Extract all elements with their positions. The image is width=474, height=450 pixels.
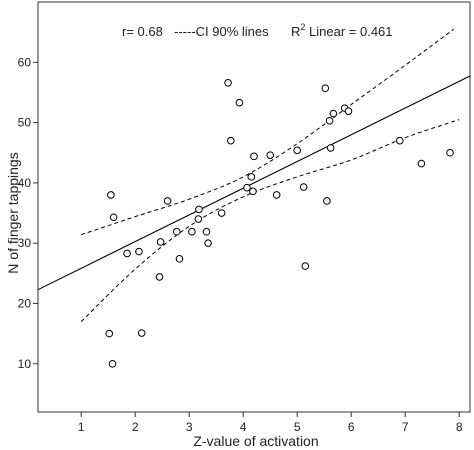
data-point	[326, 144, 335, 152]
data-point	[226, 136, 235, 145]
data-point	[344, 107, 353, 115]
data-point	[123, 249, 131, 258]
data-point	[247, 173, 256, 181]
data-point	[217, 209, 226, 217]
y-tick-label: 50	[18, 116, 32, 130]
data-point	[163, 197, 172, 205]
data-point	[107, 191, 115, 199]
r-annotation: r= 0.68	[122, 24, 163, 39]
data-point	[301, 262, 310, 270]
data-point	[329, 109, 338, 118]
r2-superscript: 2	[300, 22, 305, 32]
data-point	[293, 146, 302, 155]
data-point	[396, 136, 404, 145]
data-point	[243, 183, 251, 192]
data-point	[109, 213, 118, 222]
data-point	[135, 247, 143, 256]
x-tick-label: 1	[78, 420, 85, 434]
data-point	[323, 197, 331, 205]
data-point	[175, 255, 184, 263]
data-point	[224, 78, 232, 87]
data-point	[325, 116, 334, 125]
data-point	[155, 273, 164, 281]
data-point	[137, 329, 146, 337]
y-tick-label: 20	[18, 296, 32, 310]
data-point	[105, 329, 114, 338]
r2-suffix: Linear = 0.461	[305, 24, 392, 39]
data-point	[250, 152, 258, 161]
data-point	[202, 227, 211, 236]
r2-annotation: R2 Linear = 0.461	[291, 22, 393, 39]
x-tick-label: 5	[294, 420, 301, 434]
plot-frame-layer	[37, 1, 471, 413]
y-tick-label: 60	[18, 55, 32, 69]
point-layer	[105, 78, 454, 368]
plot-area	[37, 1, 471, 413]
data-point	[249, 187, 257, 196]
data-point	[188, 227, 196, 236]
x-axis-label: Z-value of activation	[193, 433, 318, 449]
tick-layer: 1 2 3 4 5 6 7 8 10 20 30 40 50 60	[18, 55, 463, 434]
data-point	[172, 227, 181, 236]
data-point	[194, 215, 203, 223]
x-tick-label: 8	[456, 420, 463, 434]
data-point	[235, 98, 244, 107]
y-tick-label: 30	[18, 236, 32, 250]
data-point	[299, 183, 308, 191]
r2-prefix: R	[291, 24, 300, 39]
data-point	[195, 205, 203, 214]
ci-annotation: -----CI 90% lines	[174, 24, 269, 39]
data-point	[156, 238, 165, 246]
data-point	[321, 84, 330, 93]
data-point	[446, 148, 454, 157]
data-point	[272, 191, 281, 199]
data-point	[108, 359, 117, 368]
ci-upper-line	[81, 28, 455, 236]
y-tick-label: 40	[18, 176, 32, 190]
data-point	[266, 151, 275, 159]
x-tick-label: 4	[240, 420, 247, 434]
regression-line	[37, 75, 471, 291]
data-point	[204, 239, 212, 247]
y-tick-label: 10	[18, 357, 32, 371]
y-axis-label: N of finger tappings	[5, 152, 21, 273]
data-point	[417, 159, 426, 168]
x-tick-label: 3	[186, 420, 193, 434]
x-tick-label: 7	[402, 420, 409, 434]
x-tick-label: 2	[132, 420, 139, 434]
x-tick-label: 6	[348, 420, 355, 434]
